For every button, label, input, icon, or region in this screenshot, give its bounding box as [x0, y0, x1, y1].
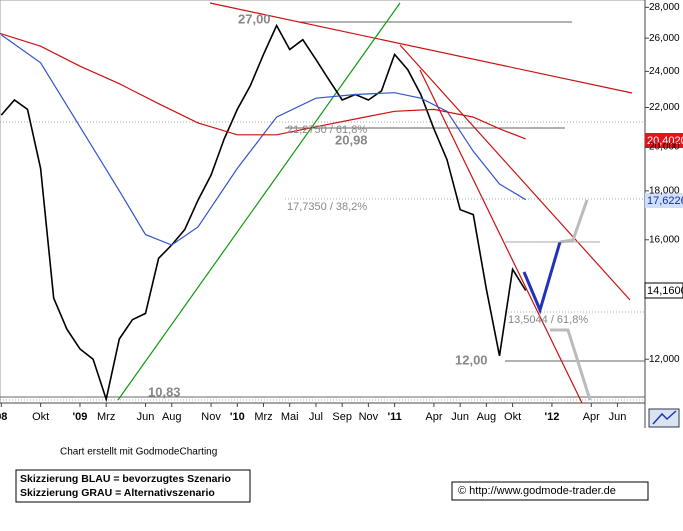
series-layer	[0, 23, 527, 403]
x-tick-label: Apr	[583, 411, 600, 423]
levels	[0, 21, 645, 401]
annotation: 13,5044 / 61,8%	[508, 314, 588, 326]
plot-frame	[0, 0, 646, 404]
y-tick-label: 16,000	[649, 234, 680, 245]
x-tick-label: 08	[0, 411, 7, 423]
x-tick-label: Mrz	[254, 411, 272, 423]
annotation: 27,00	[238, 11, 271, 26]
x-tick-label: Jun	[451, 411, 469, 423]
series-line	[0, 23, 527, 403]
x-tick-label: Sep	[332, 411, 352, 423]
x-tick-label: '11	[387, 411, 401, 423]
x-tick-label: Aug	[477, 411, 497, 423]
y-tick-label: 28,000	[649, 2, 680, 13]
copyright: © http://www.godmode-trader.de	[458, 485, 616, 497]
y-tick-label: 20,000	[649, 142, 680, 153]
credit: Chart erstellt mit GodmodeCharting	[60, 447, 217, 458]
x-tick-label: Mrz	[97, 411, 115, 423]
x-tick-label: Nov	[201, 411, 221, 423]
x-tick-label: Apr	[425, 411, 442, 423]
copyright-box	[451, 481, 649, 501]
price-label-box	[644, 282, 683, 299]
price-label: 17,6226	[647, 195, 683, 207]
x-tick-label: Nov	[359, 411, 379, 423]
x-tick-label: '09	[73, 411, 88, 423]
y-tick-label: 24,000	[649, 66, 680, 77]
x-tick-label: Okt	[504, 411, 521, 423]
x-tick-label: Jun	[609, 411, 627, 423]
price-label: 14,1600	[647, 285, 683, 297]
trend-line	[117, 2, 401, 401]
price-label: 20,4020	[647, 135, 683, 147]
price-label-box	[645, 133, 683, 148]
x-tick-label: Okt	[32, 411, 49, 423]
annotation: 21,2750 / 61,8%	[287, 124, 367, 136]
annotation: 20,98	[335, 132, 368, 147]
trend-line	[209, 2, 633, 94]
y-tick-label: 18,000	[649, 185, 680, 196]
x-tick-label: Jul	[309, 411, 323, 423]
annotation: 10,83	[148, 384, 181, 399]
x-tick-label: '12	[544, 411, 559, 423]
y-tick-label: 22,000	[649, 102, 680, 113]
icon	[648, 408, 680, 428]
trend-line	[419, 69, 583, 404]
x-tick-label: Jun	[137, 411, 155, 423]
scenario-grey	[559, 199, 589, 244]
y-axis-area	[645, 0, 683, 428]
scenario-grey	[550, 328, 592, 401]
series-line	[0, 34, 527, 246]
annotation: 17,7350 / 38,2%	[287, 201, 367, 213]
x-tick-label: Aug	[162, 411, 182, 423]
note: Skizzierung BLAU = bevorzugtes Szenario	[20, 473, 231, 485]
scenario-blue	[522, 241, 562, 315]
x-tick-label: Mai	[281, 411, 299, 423]
y-tick-label: 26,000	[649, 33, 680, 44]
price-label-box	[645, 193, 683, 208]
note: Skizzierung GRAU = Alternativszenario	[20, 487, 215, 499]
x-tick-label: '10	[230, 411, 245, 423]
series-line	[0, 32, 526, 140]
y-tick-label: 12,000	[649, 354, 680, 365]
trend-line	[399, 44, 631, 301]
note-box	[15, 469, 251, 503]
icon	[652, 410, 677, 425]
annotation: 12,00	[455, 352, 488, 367]
